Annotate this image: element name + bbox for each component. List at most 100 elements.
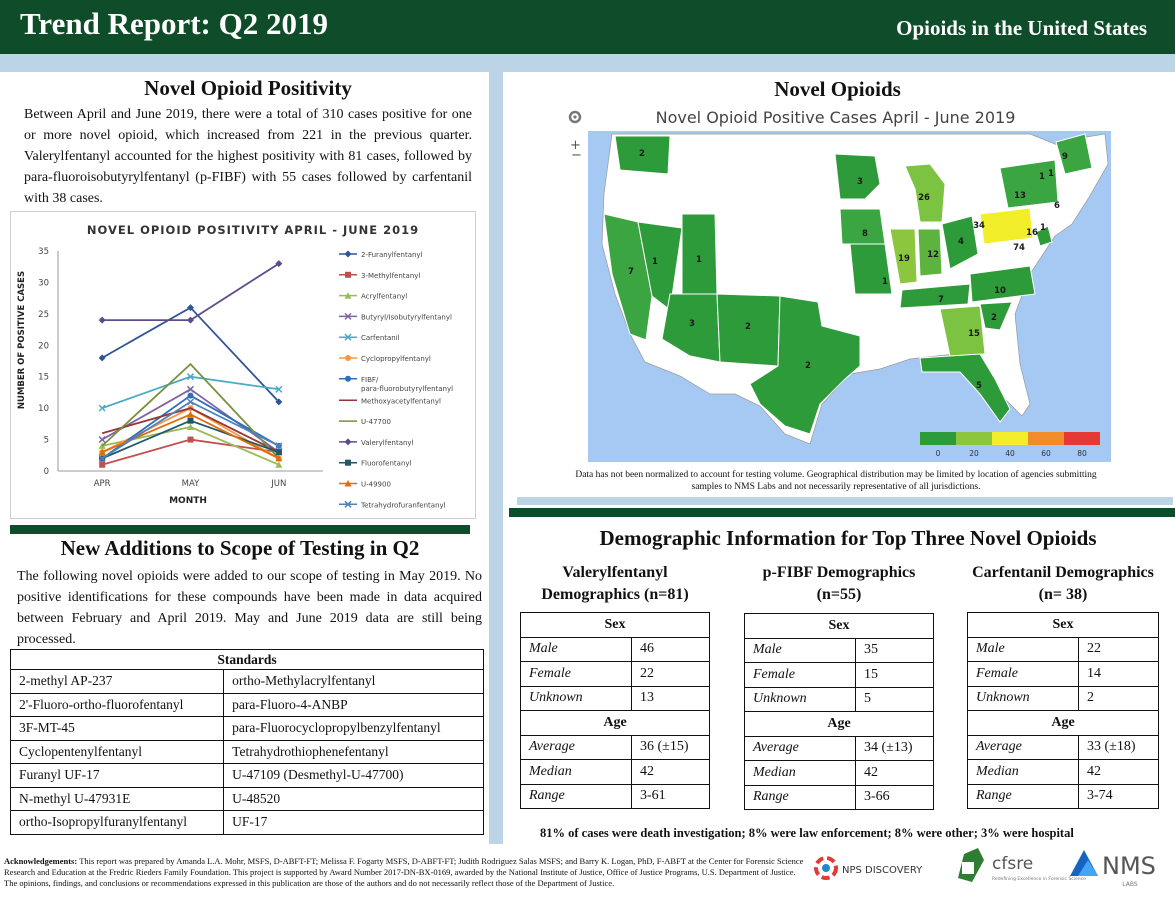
table-cell: U-47109 (Desmethyl-U-47700) (223, 763, 484, 788)
state-florida (919, 353, 1011, 423)
chart-point (344, 292, 352, 299)
chart-legend-label: Methoxyacetylfentanyl (361, 397, 441, 405)
chart-legend-label: 3-Methylfentanyl (361, 272, 420, 280)
state-washington (614, 135, 671, 175)
table-row: Median 42 (520, 759, 710, 785)
map-legend-tick: 40 (1005, 449, 1015, 458)
sex-header: Sex (967, 612, 1159, 638)
map-widget: Novel Opioid Positive Cases April - June… (560, 104, 1111, 462)
nps-discovery-logo: NPS DISCOVERY (814, 856, 923, 880)
acknowledgements: Acknowledgements: This report was prepar… (4, 856, 804, 889)
row-label: Range (744, 784, 856, 810)
demo-table-valerylfentanyl: Sex Male 46 Female 22 Unknown 13 Age Averag… (520, 612, 710, 809)
nms-labs-logo: NMS LABS (1070, 850, 1156, 888)
table-cell: ortho-Isopropylfuranylfentanyl (9, 810, 225, 835)
chart-legend-label: U-49900 (361, 481, 391, 489)
female-count: 22 (631, 661, 710, 687)
cfsre-logo-tagline: Redefining Excellence in Forensic Scienc… (992, 876, 1086, 882)
state-michigan (904, 163, 946, 223)
chart-point (344, 438, 352, 446)
chart-series (98, 373, 283, 412)
zoom-in-icon[interactable]: + (570, 138, 581, 153)
demo-table-carfentanil: Sex Male 22 Female 14 Unknown 2 Age Average… (967, 612, 1159, 809)
left-section-divider (10, 525, 470, 534)
chart-point (275, 454, 283, 462)
chart-legend-item: 3-Methylfentanyl (339, 271, 420, 280)
row-label: Median (967, 759, 1079, 785)
state-illinois (889, 228, 918, 285)
chart-legend-label: Valerylfentanyl (361, 439, 414, 447)
row-label: Male (520, 636, 632, 662)
gear-icon[interactable] (568, 110, 582, 124)
chart-x-tick-label: APR (94, 479, 111, 489)
table-row: Average 34 (±13) (744, 735, 934, 761)
female-count: 15 (855, 662, 934, 688)
row-label: Female (967, 661, 1079, 687)
state-arizona (661, 293, 721, 363)
chart-point (186, 385, 195, 393)
row-label: Unknown (744, 686, 856, 712)
chart-point (275, 260, 283, 268)
chart-point (187, 304, 194, 312)
state-value-label: 8 (862, 229, 868, 239)
age-header: Age (520, 710, 710, 736)
state-texas (749, 295, 861, 435)
acknowledgements-label: Acknowledgements: (4, 856, 78, 866)
table-row: Unknown 13 (520, 685, 710, 711)
map-legend-tick: 80 (1077, 449, 1087, 458)
state-value-label: 7 (628, 267, 634, 277)
zoom-out-icon[interactable]: − (571, 148, 582, 163)
state-minnesota (834, 153, 881, 200)
table-row: ortho-Isopropylfuranylfentanyl UF-17 (9, 810, 484, 835)
state-georgia (939, 305, 986, 357)
table-cell: ortho-Methylacrylfentanyl (223, 669, 484, 694)
logo-strip: NPS DISCOVERY cfsre Redefining Excellenc… (812, 844, 1175, 894)
chart-legend-item: FIBF/para-fluorobutyrylfentanyl (339, 375, 453, 393)
state-new-york (999, 159, 1059, 209)
state-ohio (941, 215, 979, 270)
sex-header: Sex (520, 612, 710, 638)
state-value-label: 2 (991, 313, 997, 323)
chart-legend-item: Cyclopropylfentanyl (339, 355, 431, 363)
state-new-jersey (1035, 225, 1053, 247)
positivity-chart-svg: NOVEL OPIOID POSITIVITY APRIL - JUNE 201… (17, 223, 453, 509)
chart-point (344, 312, 352, 320)
state-north-carolina (969, 265, 1036, 303)
case-type-footnote: 81% of cases were death investigation; 8… (540, 826, 1074, 840)
standards-table: Standards 2-methyl AP-237 ortho-Methylacr… (9, 649, 484, 835)
chart-point (275, 385, 283, 393)
map-note: Data has not been normalized to account … (575, 470, 1097, 492)
row-label: Female (520, 661, 632, 687)
age-median: 42 (1078, 759, 1159, 785)
unknown-count: 5 (855, 686, 934, 712)
chart-y-tick-label: 30 (38, 278, 49, 288)
chart-point (98, 404, 106, 412)
chart-y-tick-label: 15 (38, 373, 49, 383)
row-label: Unknown (520, 685, 632, 711)
chart-legend-label: Acrylfentanyl (361, 293, 407, 301)
chart-x-tick-label: MAY (182, 479, 200, 489)
chart-legend-label: Butyryl/Isobutyrylfentanyl (361, 313, 452, 321)
table-row: Male 46 (520, 636, 710, 662)
table-row: Average 33 (±18) (967, 734, 1159, 760)
chart-point (344, 500, 352, 508)
table-row: Range 3-61 (520, 783, 710, 809)
chart-series (98, 260, 283, 324)
map-legend-tick: 0 (936, 449, 941, 458)
table-cell: N-methyl U-47931E (9, 786, 225, 811)
chart-point (275, 461, 283, 468)
chart-point (99, 461, 106, 468)
state-value-label: 9 (1062, 152, 1068, 162)
table-row: Female 14 (967, 661, 1159, 687)
chart-legend-label: U-47700 (361, 418, 391, 426)
map-title: Novel Opioid Positive Cases April - June… (655, 108, 1016, 127)
column-divider (489, 72, 503, 844)
chart-y-tick-label: 10 (38, 404, 49, 414)
chart-point (98, 436, 106, 444)
table-row: N-methyl U-47931E U-48520 (9, 786, 484, 811)
row-label: Average (520, 734, 632, 760)
cfsre-logo-text: cfsre (992, 854, 1033, 874)
chart-y-tick-label: 5 (44, 436, 49, 446)
positivity-chart: NOVEL OPIOID POSITIVITY APRIL - JUNE 201… (10, 211, 476, 519)
chart-point (344, 480, 352, 487)
